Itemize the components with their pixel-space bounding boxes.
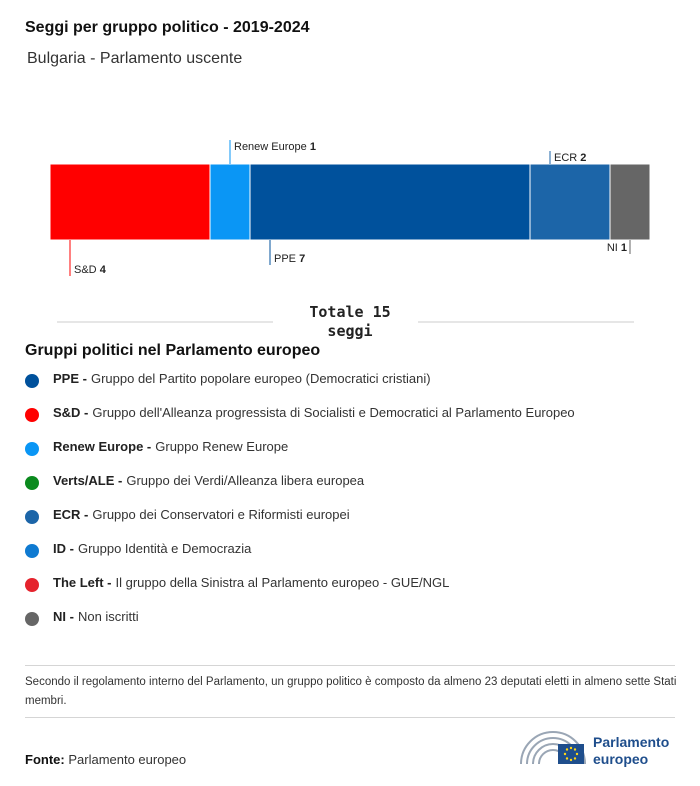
legend-desc: Gruppo del Partito popolare europeo (Dem…: [90, 371, 431, 386]
legend-abbr: ID -: [53, 541, 74, 556]
legend-item: ID - Gruppo Identità e Democrazia: [25, 541, 575, 575]
source-label: Fonte:: [25, 752, 65, 767]
source: Fonte: Parlamento europeo: [25, 752, 186, 767]
legend: PPE - Gruppo del Partito popolare europeo…: [25, 371, 575, 643]
source-value: Parlamento europeo: [68, 752, 187, 767]
label-ppe: PPE 7: [274, 253, 305, 265]
stacked-bar-chart: S&D 4 Renew Europe 1 PPE 7 ECR 2 NI 1: [49, 140, 651, 323]
bar-ecr: [529, 163, 611, 241]
legend-abbr: S&D -: [53, 405, 89, 420]
legend-color-dot: [25, 544, 39, 558]
legend-item: PPE - Gruppo del Partito popolare europeo…: [25, 371, 575, 405]
logo-text-line2: europeo: [593, 751, 649, 767]
legend-color-dot: [25, 510, 39, 524]
bar-ppe: [249, 163, 531, 241]
legend-title: Gruppi politici nel Parlamento europeo: [25, 342, 321, 359]
chart-title: Seggi per gruppo politico - 2019-2024: [25, 19, 310, 36]
legend-desc: Gruppo dei Conservatori e Riformisti eur…: [92, 507, 350, 522]
footnote: Secondo il regolamento interno del Parla…: [25, 676, 677, 707]
parliament-hemicycle-icon: [520, 731, 586, 765]
legend-color-dot: [25, 408, 39, 422]
bar-ni: [609, 163, 651, 241]
legend-abbr: The Left -: [53, 575, 112, 590]
legend-item: Renew Europe - Gruppo Renew Europe: [25, 439, 575, 473]
legend-desc: Gruppo dei Verdi/Alleanza libera europea: [126, 473, 365, 488]
legend-abbr: Verts/ALE -: [53, 473, 123, 488]
legend-color-dot: [25, 578, 39, 592]
legend-desc: Gruppo dell'Alleanza progressista di Soc…: [92, 405, 575, 420]
legend-abbr: Renew Europe -: [53, 439, 152, 454]
legend-color-dot: [25, 442, 39, 456]
bar-s-d: [49, 163, 211, 241]
bar-labels: S&D 4 Renew Europe 1 PPE 7 ECR 2 NI 1: [69, 140, 631, 276]
legend-color-dot: [25, 612, 39, 626]
divider-top: [25, 665, 675, 666]
legend-item: S&D - Gruppo dell'Alleanza progressista d…: [25, 405, 575, 439]
legend-item: NI - Non iscritti: [25, 609, 575, 643]
chart-subtitle: Bulgaria - Parlamento uscente: [27, 50, 243, 67]
legend-desc: Gruppo Identità e Democrazia: [77, 541, 252, 556]
logo-text-line1: Parlamento: [593, 734, 670, 750]
label-ecr: ECR 2: [554, 152, 586, 164]
legend-item: Verts/ALE - Gruppo dei Verdi/Alleanza lib…: [25, 473, 575, 507]
legend-abbr: ECR -: [53, 507, 89, 522]
legend-desc: Non iscritti: [77, 609, 139, 624]
bar-segments: [49, 163, 651, 241]
legend-color-dot: [25, 476, 39, 490]
bar-renew-europe: [209, 163, 251, 241]
legend-item: The Left - Il gruppo della Sinistra al Pa…: [25, 575, 575, 609]
total-seats-label: Totale 15 seggi: [309, 303, 391, 340]
divider-bottom: [25, 717, 675, 718]
legend-color-dot: [25, 374, 39, 388]
legend-desc: Gruppo Renew Europe: [155, 439, 289, 454]
legend-abbr: PPE -: [53, 371, 87, 386]
european-parliament-logo: Parlamento europeo: [518, 726, 683, 768]
legend-item: ECR - Gruppo dei Conservatori e Riformist…: [25, 507, 575, 541]
label-s-d: S&D 4: [74, 264, 107, 276]
legend-desc: Il gruppo della Sinistra al Parlamento e…: [115, 575, 450, 590]
label-renew-europe: Renew Europe 1: [234, 141, 316, 153]
legend-abbr: NI -: [53, 609, 74, 624]
label-ni: NI 1: [607, 242, 627, 254]
